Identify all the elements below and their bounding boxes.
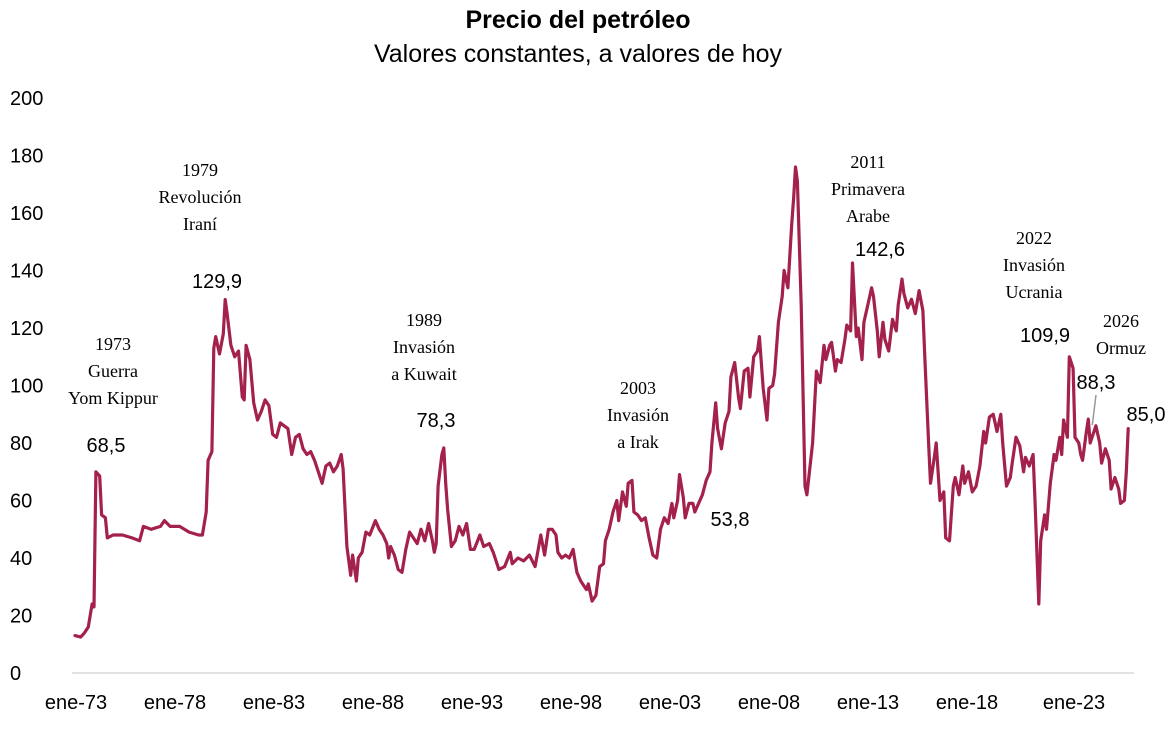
- series-line: [73, 165, 1130, 639]
- annotation-label: Primavera: [831, 179, 905, 199]
- annotation-value: 142,6: [855, 239, 905, 261]
- x-tick-label: ene-03: [639, 692, 701, 714]
- annotation-label: 2022: [1016, 228, 1052, 248]
- y-tick-label: 0: [10, 663, 21, 685]
- annotation-value: 109,9: [1020, 325, 1070, 347]
- y-tick-label: 60: [10, 491, 32, 513]
- annotation-leader-line: [1091, 394, 1097, 426]
- x-tick-label: ene-78: [144, 692, 206, 714]
- annotation-label: a Irak: [617, 432, 658, 452]
- annotation-label: Revolución: [159, 187, 242, 207]
- y-tick-label: 40: [10, 548, 32, 570]
- chart-subtitle: Valores constantes, a valores de hoy: [374, 40, 783, 68]
- y-tick-label: 80: [10, 433, 32, 455]
- y-tick-label: 200: [10, 88, 43, 110]
- annotation-value: 85,0: [1127, 404, 1166, 426]
- annotation-label: Yom Kippur: [68, 388, 158, 408]
- x-tick-label: ene-23: [1043, 692, 1105, 714]
- y-tick-label: 100: [10, 376, 43, 398]
- x-tick-label: ene-73: [45, 692, 107, 714]
- x-tick-label: ene-93: [441, 692, 503, 714]
- annotation-label: 1979: [182, 160, 218, 180]
- annotation-label: Invasión: [607, 405, 669, 425]
- annotation-label: 1989: [406, 310, 442, 330]
- annotation-value: 129,9: [192, 271, 242, 293]
- annotation-label: 2011: [850, 152, 885, 172]
- annotation-label: Arabe: [846, 206, 890, 226]
- annotations: 1973 Guerra Yom Kippur 68,5 1979 Revolución Ir…: [68, 152, 1165, 531]
- x-tick-label: ene-88: [342, 692, 404, 714]
- annotation-value: 78,3: [417, 410, 456, 432]
- x-tick-label: ene-98: [540, 692, 602, 714]
- y-axis-ticks: 0 20 40 60 80 100 120 140 160 180 200: [10, 88, 43, 685]
- annotation-value: 88,3: [1077, 372, 1116, 394]
- annotation-label: Ormuz: [1096, 338, 1146, 358]
- annotation-label: Invasión: [1003, 255, 1065, 275]
- annotation-label: Iraní: [183, 214, 217, 234]
- x-tick-label: ene-18: [936, 692, 998, 714]
- annotation-label: 2003: [620, 378, 656, 398]
- y-tick-label: 20: [10, 606, 32, 628]
- x-tick-label: ene-08: [738, 692, 800, 714]
- chart-title: Precio del petróleo: [465, 6, 690, 34]
- x-tick-label: ene-83: [243, 692, 305, 714]
- annotation-label: 2026: [1103, 311, 1139, 331]
- y-tick-label: 160: [10, 203, 43, 225]
- annotation-value: 53,8: [711, 509, 750, 531]
- annotation-label: a Kuwait: [391, 364, 456, 384]
- annotation-label: Guerra: [88, 361, 138, 381]
- annotation-label: 1973: [95, 334, 131, 354]
- annotation-value: 68,5: [87, 435, 126, 457]
- annotation-label: Ucrania: [1006, 282, 1063, 302]
- y-tick-label: 180: [10, 146, 43, 168]
- y-tick-label: 140: [10, 261, 43, 283]
- annotation-label: Invasión: [393, 337, 455, 357]
- y-tick-label: 120: [10, 318, 43, 340]
- x-axis-ticks: ene-73 ene-78 ene-83 ene-88 ene-93 ene-98 ene-…: [45, 692, 1105, 714]
- x-tick-label: ene-13: [837, 692, 899, 714]
